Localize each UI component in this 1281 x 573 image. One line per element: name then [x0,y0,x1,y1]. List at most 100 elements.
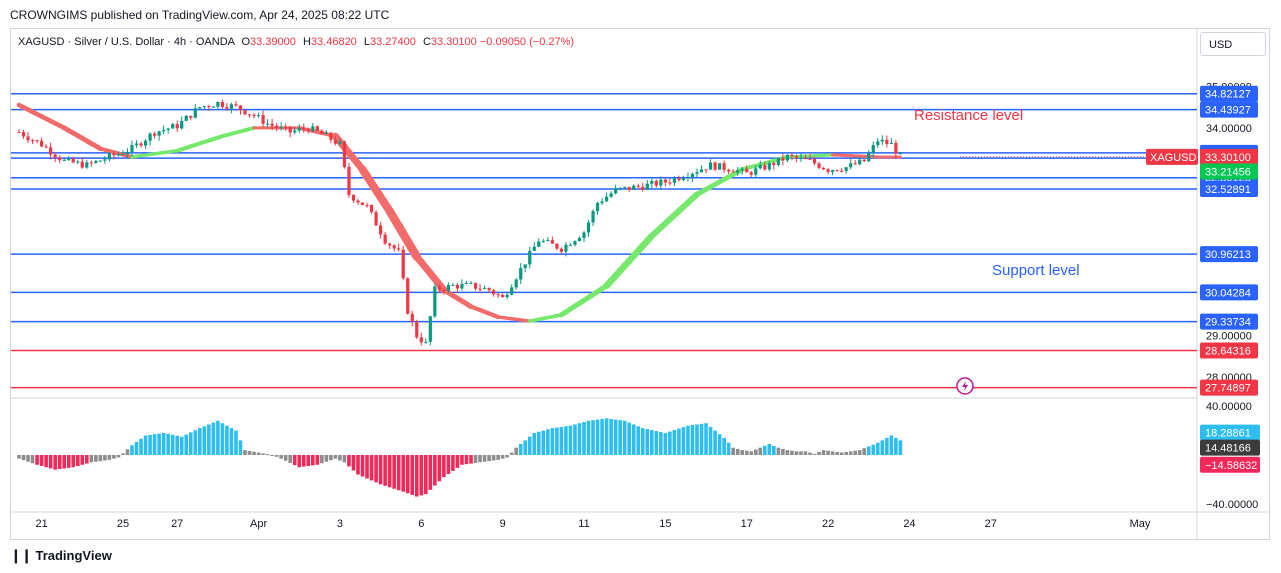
histogram-bar [672,430,677,455]
candle [202,105,206,109]
candle [501,292,505,298]
candle [193,104,197,119]
currency-selector[interactable]: USD [1200,32,1266,56]
candle-body [482,288,487,290]
candle-body [293,130,297,133]
histogram-bar [143,435,148,455]
histogram-bar [577,423,582,455]
histogram-bar [98,455,103,462]
histogram-bar [803,451,808,455]
candle-body [270,123,274,126]
candle-body [446,285,450,291]
candle [460,279,464,291]
candle-body [383,234,387,244]
candle-body [356,200,360,203]
candle [67,156,71,161]
candle-body [559,248,563,252]
histogram-bar [270,455,274,456]
candle-body [460,283,464,289]
histogram-bar [121,453,125,455]
candle [898,152,902,155]
histogram-bar [487,455,491,462]
histogram-bar [85,455,89,464]
candle [247,114,252,118]
chart-frame [10,28,1270,540]
candle-body [406,278,410,314]
candle [559,247,563,255]
histogram-bar [708,426,713,455]
histogram-bar [311,455,315,466]
candle [220,99,224,109]
histogram-bar [107,455,112,460]
candle [871,141,875,158]
candle-body [130,145,134,153]
candle [256,112,261,118]
histogram-bar [767,444,772,455]
candle [437,283,441,293]
histogram-bar [35,455,39,465]
histogram-bar [473,455,478,463]
histogram-bar [645,429,650,455]
candle-body [550,240,554,244]
histogram-bar [880,440,885,455]
candle [107,151,111,162]
level-tag-5 [1200,181,1258,198]
candle-body [419,337,423,343]
candle-body [35,140,39,142]
candle [139,141,143,148]
candle [519,263,523,284]
candle-body [360,202,365,205]
histogram-bar [555,427,559,455]
candle-body [464,283,469,285]
candle [532,242,536,252]
footer-brand-text: TradingView [35,548,112,563]
candle-body [862,159,866,162]
histogram-bar [659,432,663,455]
symbol-title[interactable]: XAGUSD · Silver / U.S. Dollar · 4h · OAN… [18,36,235,48]
candle [315,125,319,132]
candle [727,168,731,174]
candle-body [564,244,568,252]
candle-body [541,240,545,242]
candle-body [505,294,509,298]
candle [302,123,306,133]
candle-body [180,120,184,129]
candle-body [767,163,771,170]
candle-body [62,159,66,161]
candle [53,152,57,163]
histogram-bar [518,444,523,455]
histogram-bar [48,455,53,469]
candle [125,148,130,159]
histogram-bar [383,455,387,486]
candle [338,138,342,146]
candle [645,179,649,191]
candle-body [428,316,432,342]
price-tick-label: 29.00000 [1206,331,1252,343]
candle-body [442,290,446,292]
candle [496,293,500,298]
histogram-bar [496,455,500,460]
date-tick-label: 11 [578,518,589,530]
candle [821,167,826,171]
candle [487,287,491,293]
candle [632,184,636,190]
histogram-bar [857,450,862,455]
candle [663,177,667,187]
histogram-bar [650,430,654,455]
candle [279,121,283,131]
histogram-bar [568,425,573,455]
histogram-bar [726,442,731,455]
candle-body [71,158,75,163]
candle-body [618,187,622,189]
candle [767,161,771,172]
candle [889,138,893,144]
histogram-bar [243,450,247,455]
level-tag-10 [1200,379,1258,396]
histogram-bar [446,455,451,474]
candle-body [880,139,884,142]
candle-body [379,225,383,235]
candle-body [885,139,889,144]
histogram-bar [378,455,383,485]
histogram-bar [812,453,817,455]
